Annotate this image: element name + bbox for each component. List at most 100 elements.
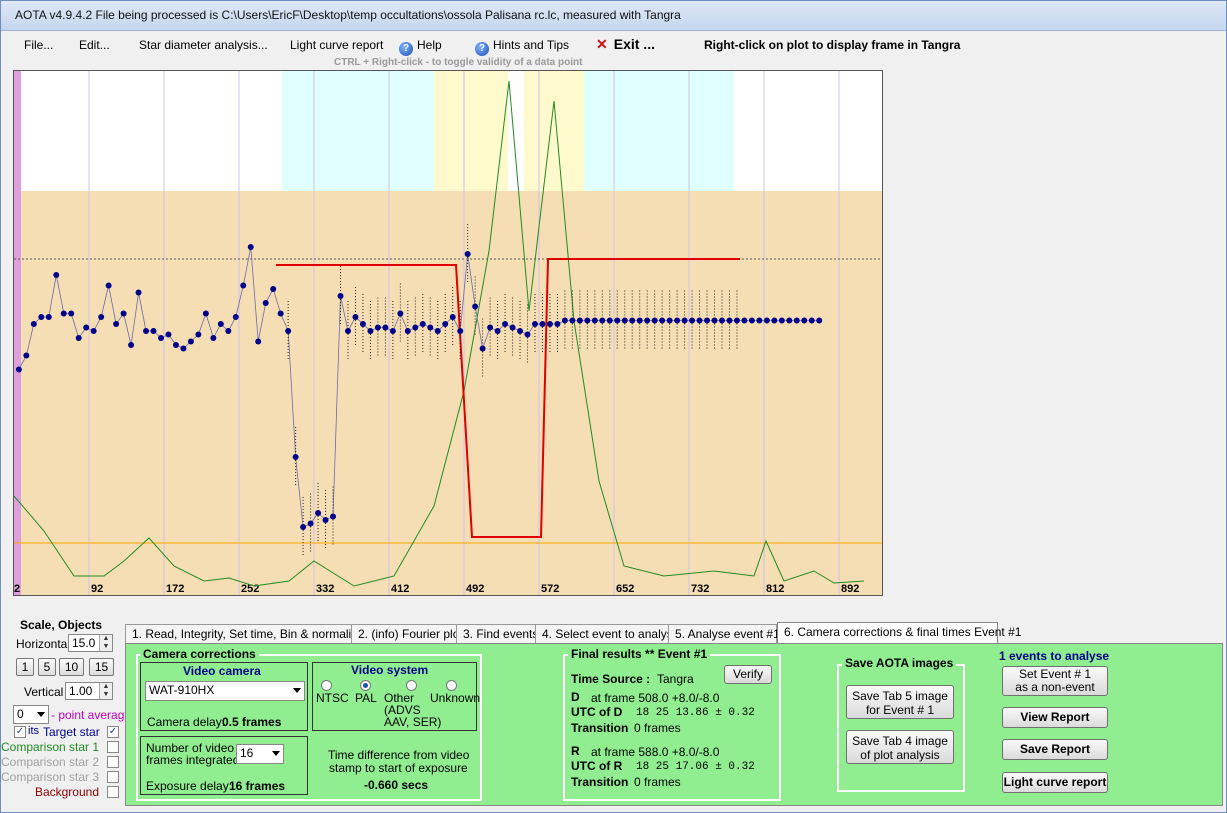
point-average-select[interactable]: 0 [13,705,49,724]
spinner-arrows-icon[interactable]: ▲ ▼ [99,635,112,651]
comparison-star-2-checkbox[interactable] [107,756,119,768]
save-images-title: Save AOTA images [842,656,957,670]
background-checkbox[interactable] [107,786,119,798]
tab-find-events[interactable]: 3. Find events [456,624,538,643]
data-point [517,328,524,334]
exposure-delay-label: Exposure delay: [146,779,233,793]
data-point [651,317,658,324]
data-point [98,314,105,320]
save-tab5-image-button[interactable]: Save Tab 5 image for Event # 1 [846,685,954,719]
x-tick-label: 652 [616,583,634,595]
data-point [434,328,441,334]
data-point [748,317,755,324]
data-point [502,321,509,327]
close-icon: ✕ [596,36,608,52]
data-point [591,317,598,324]
horizontal-scale-input[interactable]: 15.0 ▲ ▼ [68,634,113,652]
data-point [606,317,613,324]
data-point [352,314,359,320]
data-point [674,317,681,324]
utc-r-value: 18 25 17.06 ± 0.32 [636,761,755,773]
vertical-scale-input[interactable]: 1.00 ▲ ▼ [65,682,113,700]
menu-hints[interactable]: ? Hints and Tips [475,38,569,56]
comparison-star-1-checkbox[interactable] [107,741,119,753]
tab-fourier-plot[interactable]: 2. (info) Fourier plot [351,624,463,643]
tab-read-integrity[interactable]: 1. Read, Integrity, Set time, Bin & norm… [125,624,364,643]
other-note-advs: (ADVS [384,703,421,717]
save-tab4-image-button[interactable]: Save Tab 4 image of plot analysis [846,730,954,764]
data-point [247,244,254,250]
data-point [225,328,232,334]
light-curve-report-button[interactable]: Light curve report [1002,772,1108,793]
data-point [704,317,711,324]
plot-highlight-yellow-left [434,71,508,191]
unknown-radio[interactable] [446,680,457,691]
d-frame: at frame 508.0 +8.0/-8.0 [591,691,720,705]
menu-light-curve-report[interactable]: Light curve report [290,38,384,52]
data-point [756,317,763,324]
data-point [240,282,247,289]
plot-canvas[interactable]: 2 92 172 252 332 412 492 572 652 732 812 892 [14,71,882,595]
scale-button-1[interactable]: 1 [16,658,34,676]
time-source-label: Time Source : [571,672,651,686]
r-label: R [571,744,580,758]
data-point [494,328,501,334]
tab-camera-corrections[interactable]: 6. Camera corrections & final times Even… [777,622,1021,644]
spinner-arrows-icon[interactable]: ▲ ▼ [99,683,112,699]
horizontal-label: Horizontal [16,637,71,651]
menu-exit[interactable]: ✕ Exit ... [596,36,655,53]
pal-label: PAL [355,691,377,705]
data-point [277,310,284,317]
x-tick-label: 812 [766,583,784,595]
data-point [404,328,411,334]
data-point [546,321,553,327]
right-click-hint: Right-click on plot to display frame in … [704,38,961,52]
light-curve-plot[interactable]: 2 92 172 252 332 412 492 572 652 732 812 892 [13,70,883,596]
x-tick-label: 332 [316,583,334,595]
video-camera-group [140,662,308,731]
points-checkbox[interactable]: ✓ [14,726,26,738]
comparison-star-2-label: Comparison star 2 [1,755,100,769]
other-radio[interactable] [406,680,417,691]
menu-star-diameter[interactable]: Star diameter analysis... [139,38,268,52]
save-tab4-line2: of plot analysis [860,748,940,762]
scale-button-5[interactable]: 5 [38,658,56,676]
tab-analyse-event[interactable]: 5. Analyse event #1 [668,624,780,643]
data-point [741,317,748,324]
ntsc-radio[interactable] [321,680,332,691]
occultation-model-line [276,258,740,538]
set-non-event-button[interactable]: Set Event # 1 as a non-event [1002,666,1108,696]
data-point [771,317,778,324]
save-report-button[interactable]: Save Report [1002,739,1108,760]
scale-button-15[interactable]: 15 [89,658,114,676]
data-point [449,314,456,320]
menu-file[interactable]: File... [24,38,54,52]
camera-model-select[interactable]: WAT-910HX [145,681,305,701]
data-point [322,517,329,523]
x-tick-label: 732 [691,583,709,595]
frames-integrated-select[interactable]: 16 [236,744,284,764]
help-icon: ? [399,42,413,56]
window-title: AOTA v4.9.4.2 File being processed is C:… [15,8,681,22]
data-point [554,321,561,327]
save-images-group [837,664,965,792]
data-point [128,342,135,348]
data-point [374,324,381,331]
view-report-button[interactable]: View Report [1002,707,1108,728]
data-point [614,317,621,324]
chevron-down-icon [272,751,280,756]
video-system-title: Video system [351,663,429,677]
verify-button[interactable]: Verify [724,665,772,684]
data-point [801,317,808,324]
data-point [569,317,576,324]
menu-edit[interactable]: Edit... [79,38,110,52]
comparison-star-3-checkbox[interactable] [107,771,119,783]
data-point [681,317,688,324]
tab-select-event[interactable]: 4. Select event to analyse [535,624,679,643]
camera-model-value: WAT-910HX [149,683,215,697]
target-star-checkbox[interactable]: ✓ [107,726,119,738]
scale-button-10[interactable]: 10 [59,658,84,676]
menu-help[interactable]: ? Help [399,38,442,56]
data-point [412,324,419,331]
pal-radio[interactable] [360,680,371,691]
